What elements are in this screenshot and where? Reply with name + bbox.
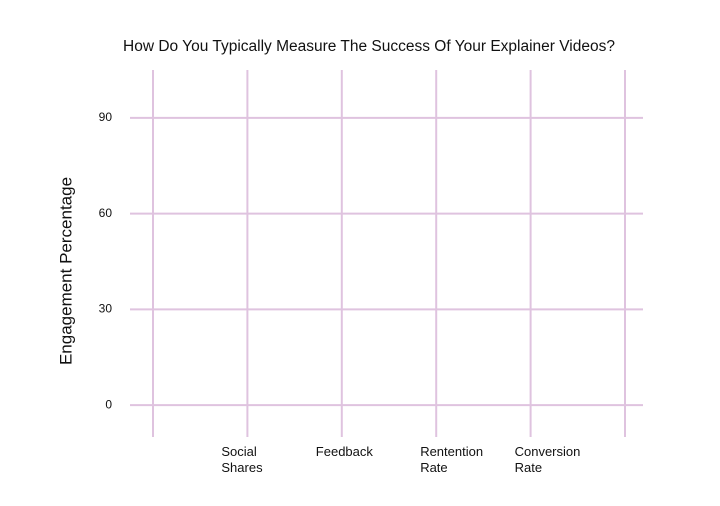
chart-title: How Do You Typically Measure The Success… (123, 38, 615, 55)
y-tick-label: 90 (99, 110, 113, 124)
x-tick-label: Conversion Rate (514, 444, 581, 475)
x-tick-label: Social Shares (221, 444, 263, 475)
y-axis-label: Engagement Percentage (56, 177, 75, 365)
x-tick-label: Rentention Rate (420, 444, 484, 475)
y-tick-label: 60 (99, 206, 113, 220)
x-tick-label: Feedback (315, 444, 373, 459)
y-tick-label: 30 (99, 302, 113, 316)
y-tick-label: 0 (105, 397, 112, 411)
